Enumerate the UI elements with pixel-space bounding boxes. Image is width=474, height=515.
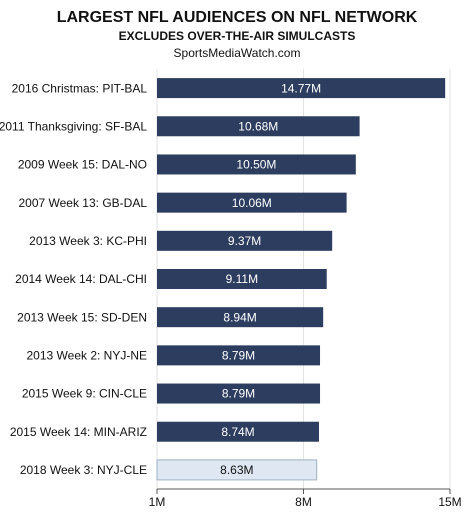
value-label: 10.06M [232,196,272,210]
bar [157,383,321,404]
y-tick-label: 2009 Week 15: DAL-NO [18,158,147,172]
value-label: 8.63M [220,463,253,477]
value-label: 9.11M [226,272,258,286]
bar [157,116,360,137]
value-label: 8.74M [221,425,254,439]
bar [157,192,347,213]
bar [156,459,318,481]
bar [157,154,356,175]
y-tick-label: 2013 Week 3: KC-PHI [29,234,147,248]
bar [157,421,319,442]
y-tick-label: 2007 Week 13: GB-DAL [18,196,147,210]
value-label: 8.79M [222,387,255,401]
x-tick-label: 15M [438,495,461,509]
y-tick-label: 2018 Week 3: NYJ-CLE [20,463,147,477]
bar [157,345,321,366]
bar [157,78,446,99]
y-tick-label: 2016 Christmas: PIT-BAL [12,81,148,95]
value-label: 8.79M [222,349,255,363]
y-tick-label: 2015 Week 9: CIN-CLE [22,387,147,401]
chart-subtitle: EXCLUDES OVER-THE-AIR SIMULCASTS [119,29,356,43]
value-label: 10.50M [236,158,276,172]
value-label: 10.68M [238,119,278,133]
bar [157,307,324,328]
bar [157,269,327,289]
bar [157,230,333,251]
x-tick-label: 1M [149,495,166,509]
y-tick-label: 2014 Week 14: DAL-CHI [15,272,147,286]
y-tick-label: 2013 Week 15: SD-DEN [17,310,147,324]
y-tick-label: 2011 Thanksgiving: SF-BAL [0,119,147,133]
source: SportsMediaWatch.com [174,46,301,60]
y-tick-label: 2013 Week 2: NYJ-NE [27,349,148,363]
chart-title: LARGEST NFL AUDIENCES ON NFL NETWORK [57,9,418,26]
value-label: 8.94M [223,310,256,324]
value-label: 14.77M [281,81,321,95]
x-tick-label: 8M [295,495,312,509]
y-tick-label: 2015 Week 14: MIN-ARIZ [10,425,147,439]
value-label: 9.37M [228,234,261,248]
